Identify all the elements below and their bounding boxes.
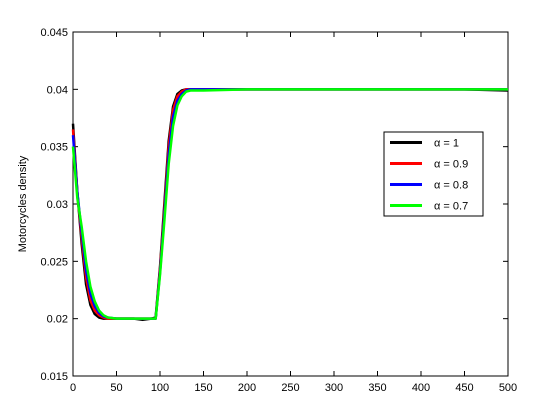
x-tick-label: 0 — [70, 382, 76, 394]
y-tick-label: 0.04 — [47, 84, 68, 96]
x-tick-label: 100 — [151, 382, 169, 394]
x-tick-label: 350 — [368, 382, 386, 394]
x-tick-label: 400 — [412, 382, 430, 394]
x-tick-label: 250 — [281, 382, 299, 394]
x-tick-label: 150 — [194, 382, 212, 394]
y-tick-label: 0.03 — [47, 199, 68, 211]
y-tick-label: 0.035 — [40, 142, 68, 154]
x-tick-label: 450 — [455, 382, 473, 394]
legend-label: α = 0.9 — [434, 159, 468, 171]
y-tick-label: 0.025 — [40, 256, 68, 268]
legend-label: α = 1 — [434, 138, 459, 150]
y-tick-label: 0.015 — [40, 371, 68, 383]
legend — [383, 131, 484, 217]
x-tick-label: 200 — [238, 382, 256, 394]
y-tick-label: 0.045 — [40, 27, 68, 39]
y-axis-label: Motorcycles density — [17, 155, 29, 252]
x-tick-label: 300 — [325, 382, 343, 394]
series-line — [71, 88, 508, 320]
x-tick-label: 500 — [499, 382, 517, 394]
legend-label: α = 0.8 — [434, 180, 468, 192]
legend-label: α = 0.7 — [434, 201, 468, 213]
y-tick-label: 0.02 — [47, 314, 68, 326]
x-tick-label: 50 — [110, 382, 122, 394]
